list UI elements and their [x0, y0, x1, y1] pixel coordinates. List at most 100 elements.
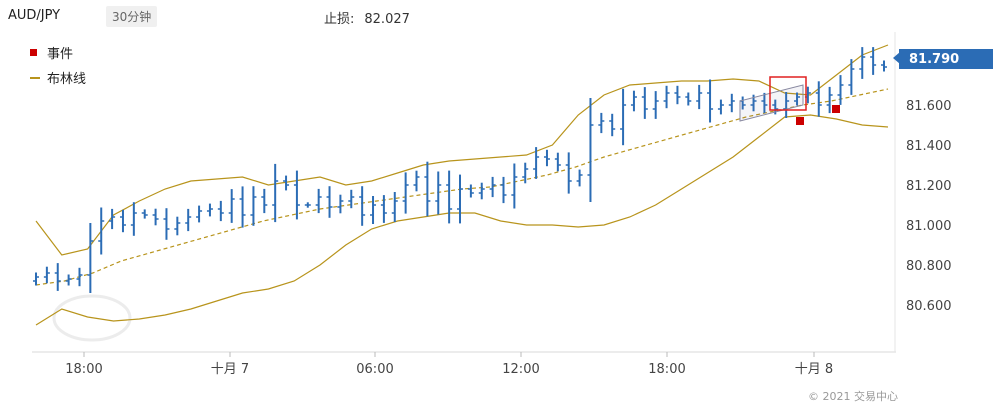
price-bar: [87, 223, 94, 293]
price-bar: [315, 188, 322, 214]
x-tick-label: 18:00: [65, 362, 102, 377]
stop-loss: 止损: 82.027: [324, 8, 410, 27]
price-bar: [630, 90, 637, 112]
event-swatch: [30, 49, 37, 56]
copyright: © 2021 交易中心: [808, 390, 898, 403]
y-tick-label: 80.800: [906, 259, 952, 274]
stop-loss-value: 82.027: [364, 12, 410, 27]
price-bar: [98, 207, 105, 255]
price-bar: [391, 192, 398, 222]
price-bar: [674, 85, 681, 105]
y-tick-label: 81.400: [906, 139, 952, 154]
price-bar: [206, 203, 213, 217]
price-bar: [533, 147, 540, 179]
price-bar: [543, 149, 550, 167]
legend-item-bollinger: 布林线: [30, 65, 86, 90]
price-bar: [228, 189, 235, 223]
legend-event-label: 事件: [47, 47, 74, 62]
price-bar: [163, 208, 170, 240]
price-bar: [489, 176, 496, 198]
price-bar: [598, 112, 605, 134]
y-tick-label: 81.200: [906, 179, 952, 194]
price-bar: [141, 209, 148, 219]
price-bar: [196, 205, 203, 223]
price-bar: [696, 84, 703, 110]
last-price-pointer: [893, 52, 900, 64]
price-bar: [283, 175, 290, 191]
price-bar: [33, 272, 39, 286]
price-bar: [174, 216, 181, 236]
price-bar: [337, 194, 344, 214]
price-bar: [250, 186, 257, 226]
price-bar: [380, 195, 387, 223]
price-bar: [152, 208, 159, 226]
price-bar: [565, 152, 572, 194]
price-bar: [728, 93, 735, 113]
price-bar: [54, 263, 61, 291]
price-bar: [859, 47, 866, 79]
price-bar: [815, 81, 822, 117]
price-bar: [65, 274, 72, 286]
price-bar: [478, 182, 485, 200]
price-bar: [717, 99, 724, 115]
price-bar: [43, 266, 50, 284]
price-bar: [848, 59, 855, 95]
price-bar: [261, 188, 268, 214]
chart-header: AUD/JPY 30分钟 止损: 82.027: [0, 0, 993, 34]
y-tick-label: 81.600: [906, 99, 952, 114]
bollinger-upper-line: [35, 44, 889, 256]
price-bar: [76, 267, 83, 287]
price-bar: [359, 186, 366, 226]
x-tick-label: 18:00: [648, 362, 685, 377]
bollinger-middle-line: [35, 88, 889, 286]
price-bar: [641, 87, 648, 119]
bollinger-swatch: [30, 76, 40, 79]
price-bar: [239, 186, 246, 228]
price-bar: [620, 88, 627, 146]
legend-bollinger-label: 布林线: [47, 72, 87, 87]
event-marker: [796, 117, 804, 125]
legend-item-event: 事件: [30, 40, 86, 65]
price-bar: [870, 47, 877, 75]
timeframe-badge[interactable]: 30分钟: [106, 6, 158, 27]
price-bar: [185, 208, 192, 232]
price-bar: [119, 209, 126, 233]
price-bar: [826, 86, 833, 114]
price-bar: [587, 98, 594, 202]
price-bar: [554, 152, 561, 172]
price-bar: [663, 85, 670, 109]
price-bar: [424, 161, 431, 217]
price-bar: [881, 60, 887, 72]
price-bar: [446, 170, 453, 224]
wedge-pattern: [739, 84, 804, 122]
price-bar: [370, 196, 377, 224]
price-bar: [348, 189, 355, 209]
price-bar: [522, 162, 529, 184]
price-bar: [467, 184, 474, 198]
price-bar: [609, 113, 616, 137]
chart-legend: 事件 布林线: [30, 40, 86, 90]
price-bar: [217, 200, 224, 222]
y-tick-label: 81.000: [906, 219, 952, 234]
x-tick-label: 十月 7: [211, 362, 249, 377]
price-bar: [272, 163, 279, 223]
pattern-highlight-box: [769, 76, 807, 111]
price-bar: [326, 186, 333, 218]
price-bar: [435, 171, 442, 215]
event-marker: [832, 105, 840, 113]
price-bar: [457, 174, 463, 224]
price-bar: [109, 208, 116, 230]
price-bar: [794, 92, 801, 106]
bollinger-lower-line: [35, 114, 889, 326]
x-tick-label: 十月 8: [795, 362, 833, 377]
price-bar: [837, 75, 844, 105]
price-bar: [402, 172, 409, 214]
price-bar: [652, 91, 659, 119]
stop-loss-label: 止损:: [324, 12, 355, 27]
symbol-label: AUD/JPY: [8, 8, 61, 23]
price-bar: [707, 79, 714, 123]
price-bar: [130, 202, 137, 236]
price-bar: [293, 170, 300, 220]
price-bar: [511, 163, 518, 209]
